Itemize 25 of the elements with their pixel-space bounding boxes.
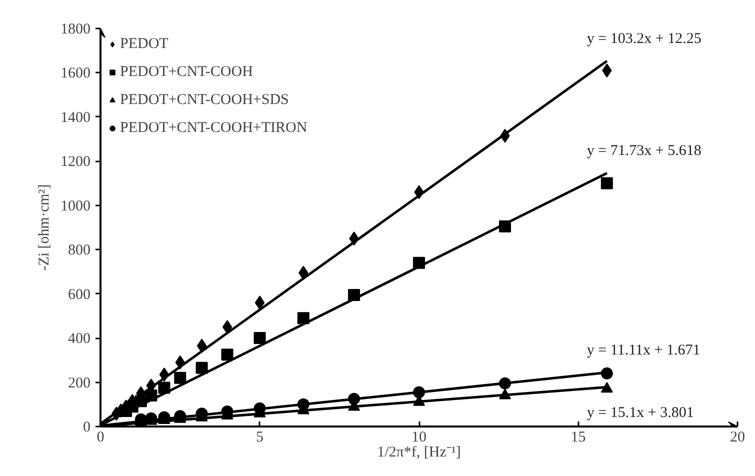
x-tick-label: 5 bbox=[256, 430, 264, 446]
y-axis-title: -Zi [ohm·cm²] bbox=[36, 184, 52, 271]
legend-label: PEDOT+CNT-COOH bbox=[120, 64, 253, 80]
y-tick-label: 400 bbox=[68, 331, 90, 348]
annotation: y = 71.73x + 5.618 bbox=[586, 143, 702, 160]
y-tick-label: 800 bbox=[68, 242, 90, 259]
y-tick-label: 600 bbox=[68, 286, 90, 303]
y-tick-label: 1200 bbox=[60, 154, 90, 170]
x-axis-title: 1/2π*f, [Hz⁻¹] bbox=[377, 444, 461, 460]
legend-label: PEDOT+CNT-COOH+TIRON bbox=[120, 120, 308, 136]
y-tick-label: 0 bbox=[83, 420, 90, 436]
y-tick-label: 1800 bbox=[60, 22, 90, 38]
y-tick-label: 200 bbox=[68, 375, 90, 392]
legend-label: PEDOT bbox=[120, 36, 168, 52]
x-tick-label: 15 bbox=[570, 430, 586, 446]
y-tick-label: 1600 bbox=[60, 66, 90, 82]
annotation: y = 103.2x + 12.25 bbox=[586, 31, 702, 48]
x-tick-label: 10 bbox=[412, 430, 426, 446]
annotation: y = 11.11x + 1.671 bbox=[586, 342, 700, 359]
x-tick-label: 0 bbox=[96, 430, 104, 446]
y-tick-label: 1400 bbox=[60, 110, 90, 126]
legend-label: PEDOT+CNT-COOH+SDS bbox=[120, 92, 289, 108]
annotation: y = 15.1x + 3.801 bbox=[586, 405, 694, 422]
x-tick-label: 20 bbox=[730, 430, 745, 446]
y-tick-label: 1000 bbox=[60, 198, 90, 214]
